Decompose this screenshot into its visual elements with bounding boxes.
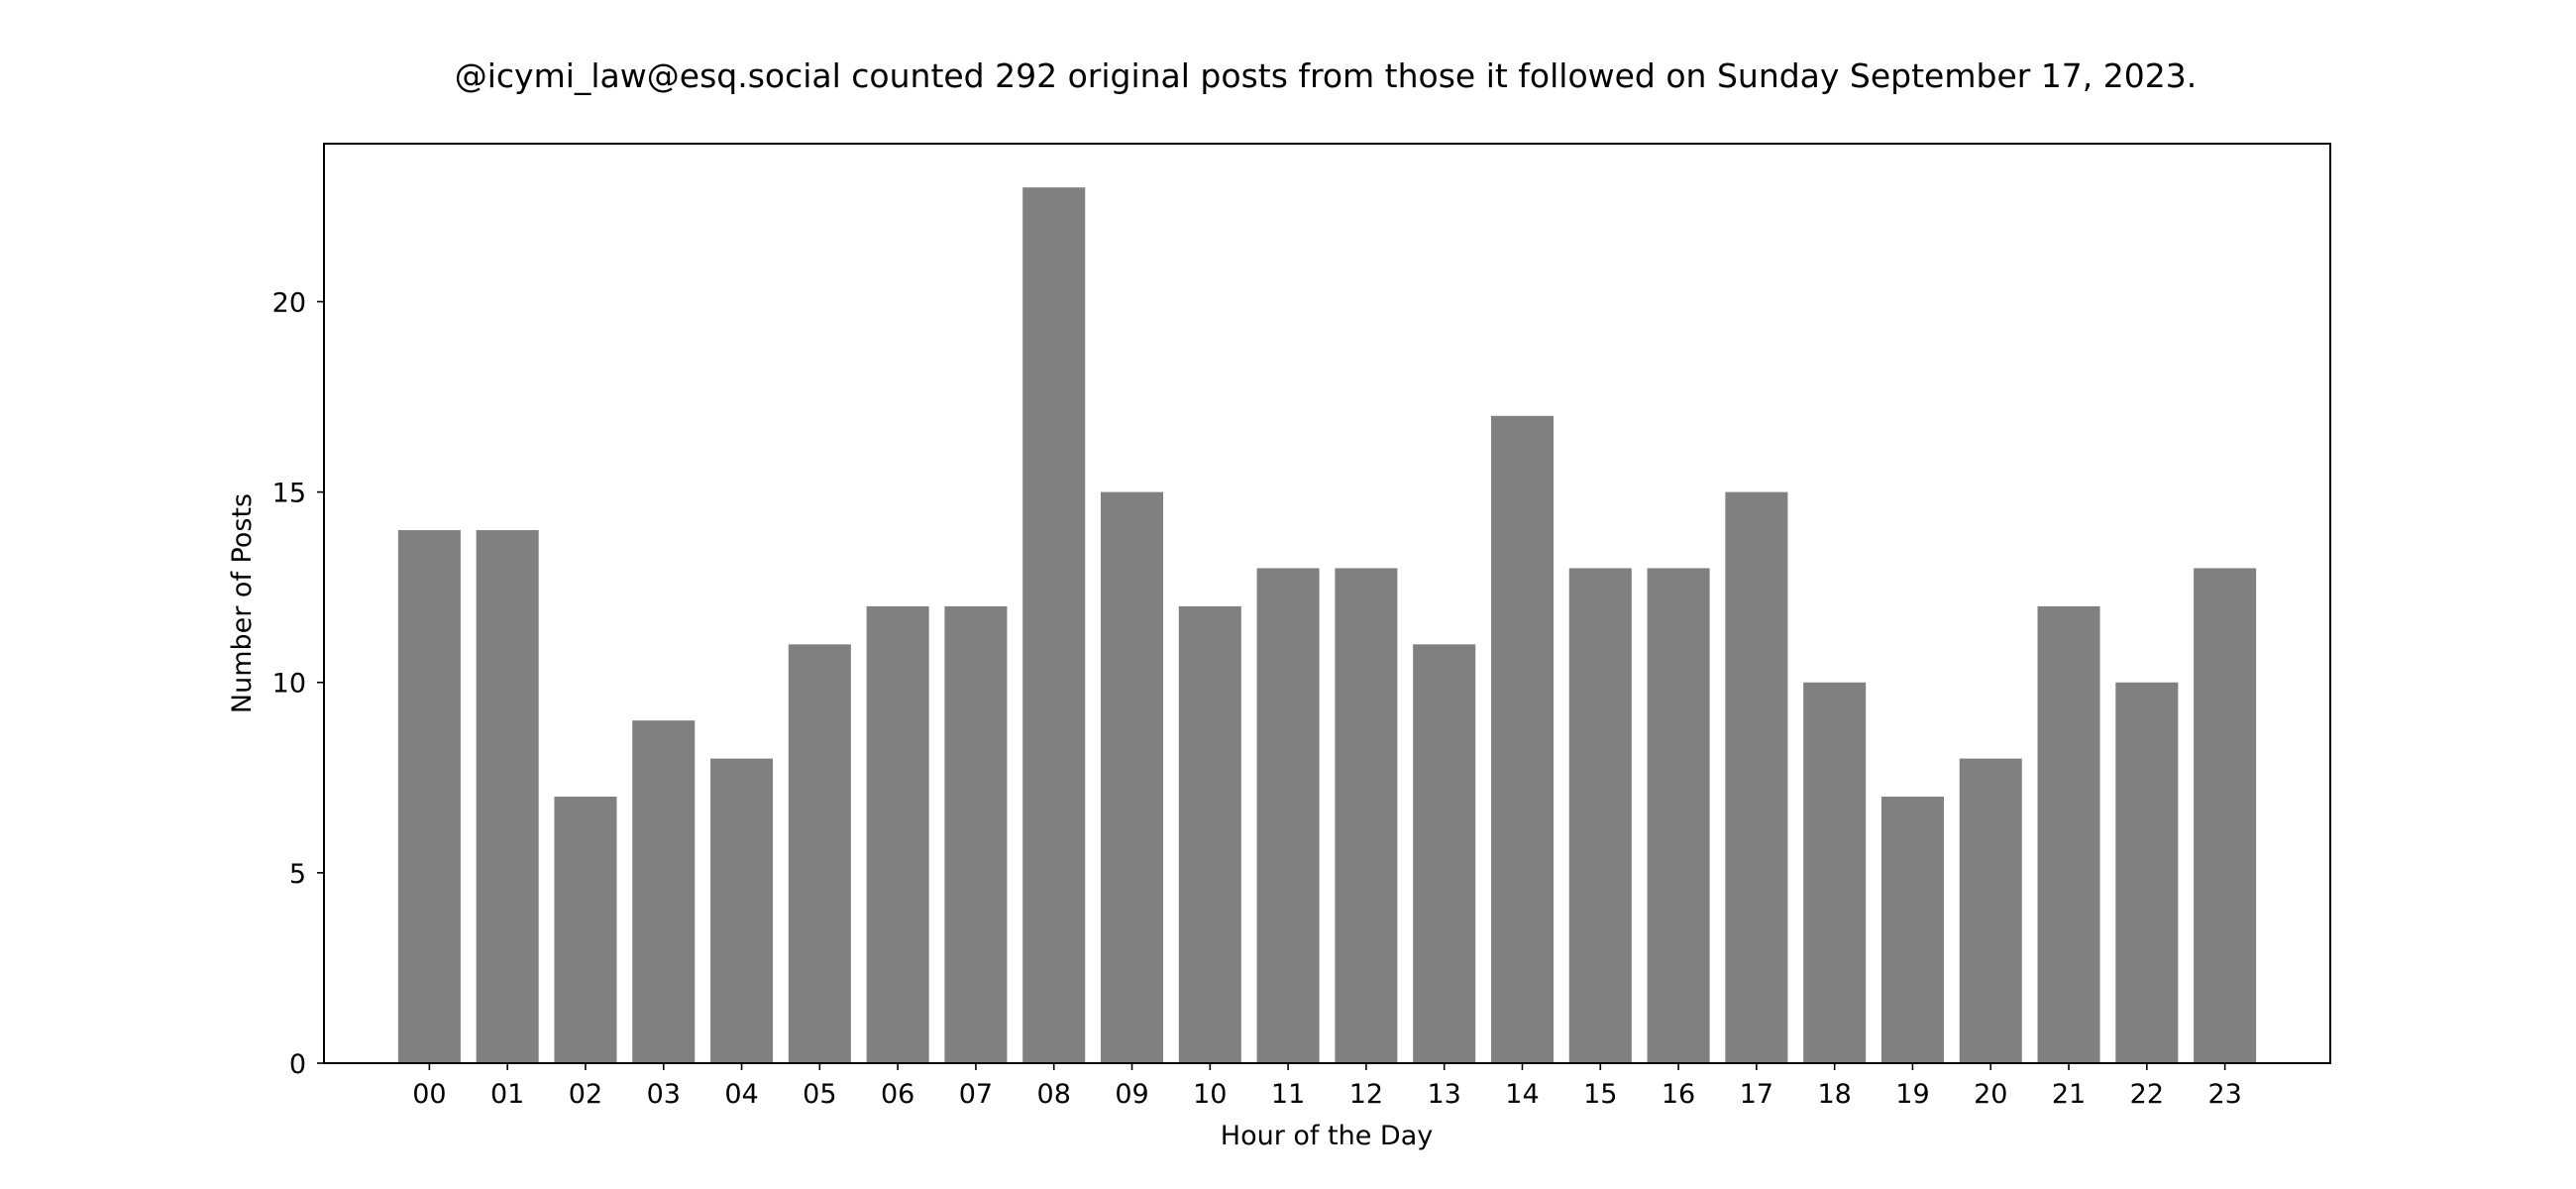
x-tick-label: 19 [1895,1079,1929,1110]
bar-08 [1022,187,1086,1063]
x-tick-label: 13 [1428,1079,1461,1110]
x-tick-label: 16 [1662,1079,1695,1110]
x-tick-label: 05 [803,1079,836,1110]
bar-10 [1178,605,1241,1063]
bar-05 [788,644,851,1063]
x-tick-label: 23 [2207,1079,2241,1110]
bar-13 [1413,644,1476,1063]
bar-11 [1256,568,1320,1063]
bar-21 [2037,605,2100,1063]
x-tick-label: 01 [490,1079,524,1110]
x-tick-label: 06 [881,1079,914,1110]
x-tick-label: 17 [1740,1079,1773,1110]
x-tick-label: 00 [412,1079,446,1110]
bar-02 [554,797,617,1063]
bar-16 [1647,568,1710,1063]
x-tick-label: 11 [1271,1079,1305,1110]
x-tick-label: 14 [1505,1079,1539,1110]
y-axis-ticks: 0 5 10 15 20 [272,287,324,1080]
chart-title: @icymi_law@esq.social counted 292 origin… [455,56,2198,95]
bar-03 [632,720,696,1063]
x-tick-label: 03 [647,1079,681,1110]
x-tick-label: 12 [1349,1079,1383,1110]
x-tick-label: 02 [569,1079,602,1110]
x-tick-label: 08 [1037,1079,1071,1110]
y-tick-label: 10 [272,669,306,700]
y-axis-label: Number of Posts [227,493,258,713]
bars-group [397,187,2257,1064]
plot-area-frame [323,143,2331,1064]
bar-14 [1490,415,1555,1063]
bar-18 [1803,682,1867,1063]
y-tick-label: 15 [272,479,306,509]
y-tick-label: 5 [289,859,306,890]
bar-20 [1959,758,2022,1063]
bar-22 [2115,682,2179,1063]
bar-07 [944,605,1008,1063]
x-tick-label: 20 [1974,1079,2007,1110]
bar-17 [1725,491,1788,1064]
y-tick-label: 0 [289,1049,306,1080]
x-tick-label: 22 [2130,1079,2164,1110]
y-tick-label: 20 [272,287,306,318]
bar-15 [1568,568,1632,1063]
bar-09 [1101,491,1164,1064]
x-tick-label: 21 [2052,1079,2086,1110]
x-tick-label: 04 [724,1079,758,1110]
x-tick-label: 18 [1817,1079,1851,1110]
x-tick-label: 09 [1115,1079,1148,1110]
x-tick-label: 07 [959,1079,993,1110]
x-axis-label: Hour of the Day [1221,1121,1433,1151]
bar-04 [710,758,774,1063]
x-tick-label: 15 [1583,1079,1617,1110]
bar-23 [2194,568,2257,1063]
x-tick-label: 10 [1193,1079,1227,1110]
bar-01 [476,530,539,1063]
bar-12 [1335,568,1398,1063]
bar-06 [866,605,929,1063]
x-axis-ticks: 00 01 02 03 04 05 06 07 08 09 10 11 12 13 14 15 16 17 18 19… [412,1063,2242,1110]
bar-00 [397,530,461,1063]
bar-19 [1880,797,1944,1063]
